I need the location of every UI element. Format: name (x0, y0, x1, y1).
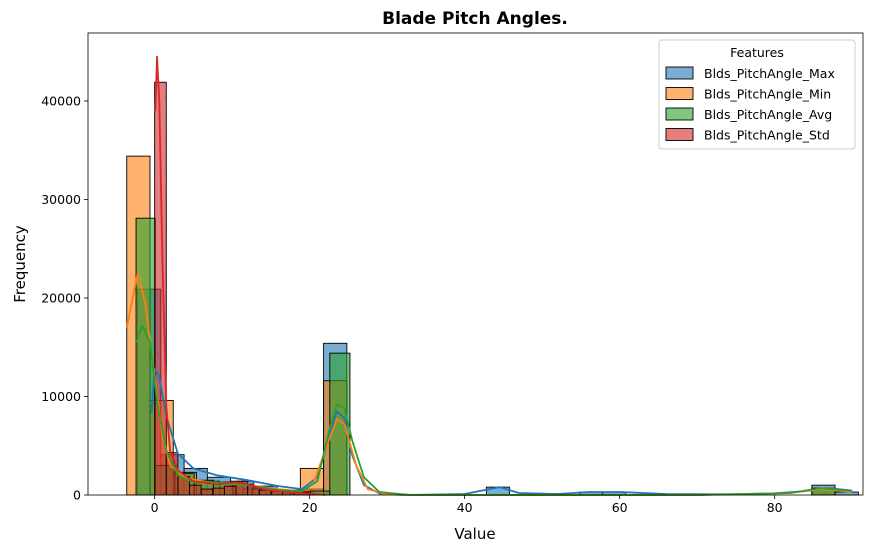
legend-swatch (665, 87, 694, 100)
x-axis-label: Value (454, 525, 495, 543)
kde-curve-line (135, 324, 853, 496)
x-tick-label: 60 (612, 500, 628, 515)
y-tick-label: 20000 (41, 290, 81, 305)
histogram-bar (189, 484, 202, 496)
histogram-bar (223, 485, 237, 496)
legend-label: Blds_PitchAngle_Avg (704, 107, 832, 122)
y-tick-label: 0 (73, 488, 81, 503)
legend-swatch (665, 107, 694, 121)
legend-box (658, 39, 856, 150)
y-axis-label: Frequency (11, 225, 29, 303)
legend-swatch (665, 66, 694, 80)
y-tick-label: 10000 (41, 389, 81, 404)
x-axis-ticks: 0 20 40 60 80 (151, 495, 783, 515)
histogram-bar (834, 491, 859, 496)
kde-curve-line (154, 55, 326, 496)
histogram-bar (212, 487, 225, 496)
x-tick-label: 0 (151, 500, 159, 515)
histogram-bar (200, 488, 214, 496)
legend-items: Blds_PitchAngle_Max Blds_PitchAngle_Min Bl… (665, 66, 835, 143)
kde-curve-line (125, 272, 853, 496)
plot-area-frame (87, 32, 864, 496)
legend-swatch (665, 128, 694, 141)
y-tick-label: 30000 (41, 192, 81, 207)
x-tick-label: 40 (457, 500, 473, 515)
x-tick-label: 80 (767, 500, 783, 515)
y-axis-ticks: 0 10000 20000 30000 40000 (41, 93, 88, 503)
legend-label: Blds_PitchAngle_Max (704, 66, 835, 81)
legend-title: Features (730, 45, 784, 60)
legend: Features Blds_PitchAngle_MaxBlds_PitchAn… (658, 39, 856, 150)
x-tick-label: 20 (302, 500, 318, 515)
chart-title: Blade Pitch Angles. (382, 9, 568, 29)
legend-label: Blds_PitchAngle_Min (704, 87, 831, 102)
legend-label: Blds_PitchAngle_Std (704, 128, 830, 143)
kde-curve-line (150, 368, 853, 496)
y-tick-label: 40000 (41, 93, 81, 108)
histogram-bar (258, 489, 272, 496)
